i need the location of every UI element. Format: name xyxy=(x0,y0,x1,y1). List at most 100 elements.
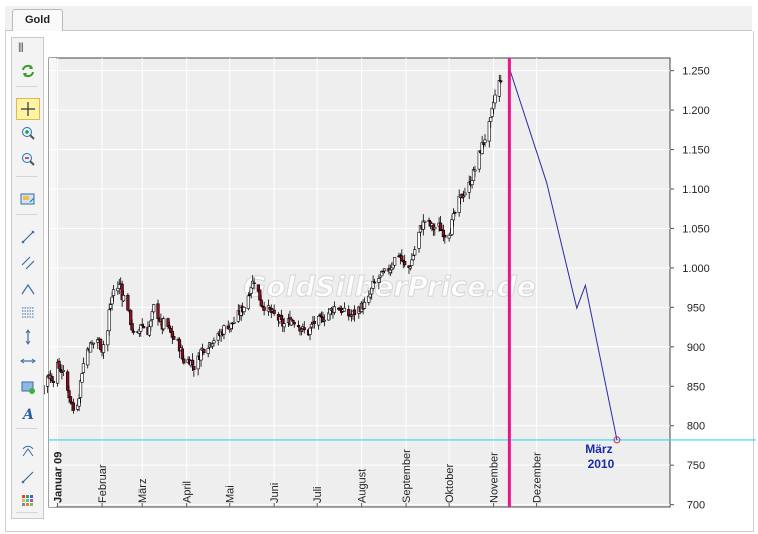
candle xyxy=(381,271,385,274)
candle xyxy=(152,304,156,313)
month-label: Februar xyxy=(97,464,109,503)
y-tick-label: 950 xyxy=(687,302,705,314)
candle xyxy=(296,325,301,328)
candle xyxy=(443,235,447,238)
y-tick-label: 1.100 xyxy=(682,184,710,196)
candle xyxy=(167,325,172,329)
candle xyxy=(497,79,501,97)
y-tick-label: 800 xyxy=(687,421,705,433)
candle xyxy=(210,343,215,347)
channel-icon xyxy=(20,255,36,271)
candle xyxy=(451,213,456,221)
candle xyxy=(61,370,65,372)
candle xyxy=(50,376,54,382)
candle xyxy=(377,278,381,283)
candle xyxy=(272,309,276,314)
candle xyxy=(252,282,256,285)
candle xyxy=(180,348,184,360)
zoom-in-tool-button[interactable] xyxy=(16,122,40,144)
candle xyxy=(342,307,347,312)
candle xyxy=(196,355,200,370)
ray-tool-button[interactable] xyxy=(16,466,40,488)
candle xyxy=(417,232,421,249)
month-label: Juni xyxy=(269,483,281,503)
arc-tool-button[interactable] xyxy=(16,440,40,462)
candle xyxy=(299,329,304,332)
candle xyxy=(408,266,413,269)
projection-line[interactable] xyxy=(508,68,618,441)
text-tool-button[interactable]: A xyxy=(16,402,40,424)
channel-tool-button[interactable] xyxy=(16,252,40,274)
candle xyxy=(246,295,250,309)
candle xyxy=(166,318,170,327)
month-label: Oktober xyxy=(444,464,456,503)
horizontal-line-tool-button[interactable] xyxy=(16,350,40,372)
zoom-out-tool-button[interactable] xyxy=(16,148,40,170)
color-grid-icon xyxy=(20,493,36,509)
y-tick-label: 750 xyxy=(687,460,705,472)
candle xyxy=(450,219,454,235)
grip-icon[interactable]: ||| xyxy=(18,42,24,53)
candle xyxy=(493,94,497,104)
horizontal-lines-tool-button[interactable] xyxy=(16,302,40,324)
candle xyxy=(312,320,316,324)
candle xyxy=(350,314,354,317)
candle xyxy=(322,319,326,322)
candle xyxy=(149,320,153,328)
horizontal-line-icon xyxy=(20,353,36,369)
candle xyxy=(81,363,86,373)
refresh-tool-button[interactable] xyxy=(16,60,40,82)
month-label: Januar 09 xyxy=(53,452,65,503)
month-label: August xyxy=(357,469,369,503)
projection-end-marker[interactable] xyxy=(613,436,621,444)
tab-gold[interactable]: Gold xyxy=(12,9,64,33)
candle xyxy=(66,371,70,391)
rectangle-tool-button[interactable] xyxy=(16,376,40,398)
trendline-tool-button[interactable] xyxy=(16,226,40,248)
chart-settings-icon xyxy=(20,191,36,207)
crosshair-tool-button[interactable] xyxy=(16,98,40,120)
candle xyxy=(51,380,55,383)
candle xyxy=(352,309,357,316)
vertical-line-tool-button[interactable] xyxy=(16,326,40,348)
candle xyxy=(80,373,84,383)
ray-icon xyxy=(20,469,36,485)
candle xyxy=(259,299,263,307)
candle xyxy=(140,324,144,326)
chart-settings-tool-button[interactable] xyxy=(16,188,40,210)
candle xyxy=(126,294,130,311)
candle xyxy=(461,195,466,198)
candle xyxy=(308,327,312,335)
candle xyxy=(473,169,477,172)
candle xyxy=(147,326,151,336)
candle xyxy=(71,402,75,411)
candle xyxy=(433,227,437,230)
candle xyxy=(249,287,253,294)
svg-text:A: A xyxy=(21,407,34,421)
candle xyxy=(142,326,146,329)
candle xyxy=(109,304,113,309)
candle xyxy=(393,257,397,266)
candle xyxy=(78,380,83,398)
vertical-line-icon xyxy=(20,329,36,345)
candle xyxy=(489,117,493,122)
plot-area xyxy=(48,57,671,508)
candle xyxy=(388,269,392,273)
tab-bar: Gold xyxy=(5,6,752,33)
candle xyxy=(362,302,367,309)
angle-tool-button[interactable] xyxy=(16,278,40,300)
candle xyxy=(470,180,474,186)
y-tick-label: 1.050 xyxy=(682,223,710,235)
candle xyxy=(382,268,387,272)
y-tick-label: 1.250 xyxy=(682,66,710,78)
candle xyxy=(309,323,314,328)
color-grid-tool-button[interactable] xyxy=(16,490,40,512)
candle xyxy=(199,349,203,361)
candle xyxy=(317,315,321,326)
annotation-month: März xyxy=(585,442,612,456)
candle xyxy=(337,307,341,310)
candle xyxy=(410,259,414,266)
candle xyxy=(411,255,415,261)
candle xyxy=(457,195,461,213)
